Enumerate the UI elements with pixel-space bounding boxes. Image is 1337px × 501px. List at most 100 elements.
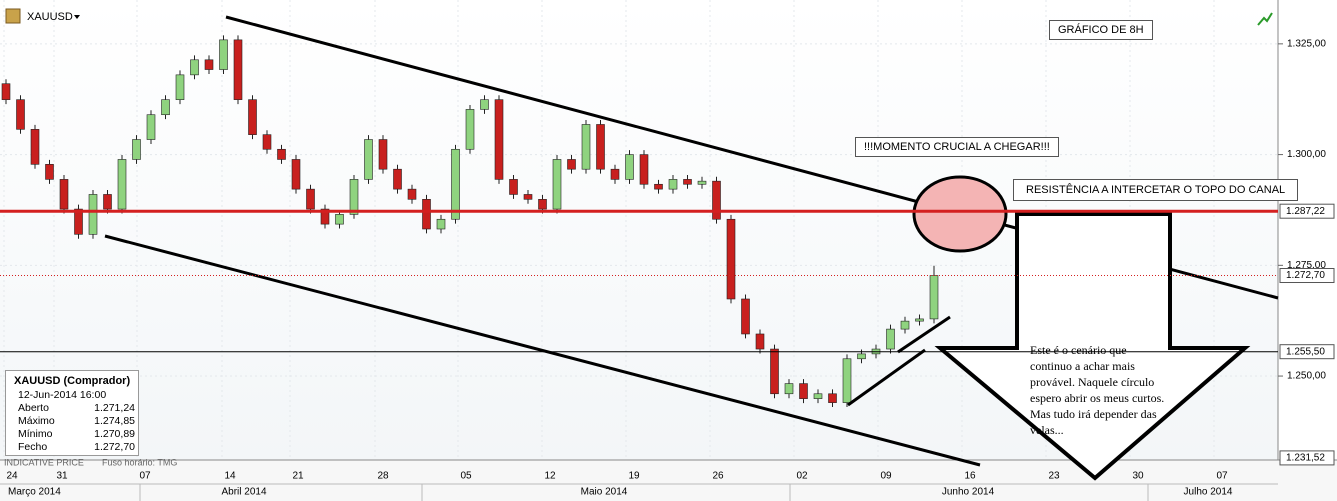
info-value: 1.274,85 (94, 415, 135, 427)
x-tick-label: 19 (628, 471, 640, 482)
candle-body (146, 114, 156, 140)
annotation: GRÁFICO DE 8H (1049, 20, 1153, 40)
info-value: 1.272,70 (94, 441, 135, 453)
candle-body (393, 168, 402, 190)
candle-body (900, 320, 910, 330)
x-tick-label: 16 (964, 471, 976, 482)
candle-body (335, 214, 344, 225)
candle-body (538, 199, 547, 210)
candle-body (915, 318, 924, 322)
month-label: Junho 2014 (942, 487, 995, 498)
footer-label: INDICATIVE PRICE (4, 457, 84, 467)
candle-body (451, 148, 460, 220)
trend-line (897, 315, 951, 354)
price-label-box (1279, 203, 1335, 219)
candle-body (755, 333, 765, 350)
info-value: 1.270,89 (94, 428, 135, 440)
candle-body (842, 358, 852, 403)
candle-body (320, 208, 330, 225)
annotation: !!!MOMENTO CRUCIAL A CHEGAR!!! (855, 137, 1059, 157)
x-tick-label: 24 (6, 471, 18, 482)
dropdown-arrow[interactable] (74, 15, 80, 19)
info-box: XAUUSD (Comprador) 12-Jun-2014 16:00 Abe… (5, 370, 139, 456)
candle-body (175, 74, 185, 100)
candle-body (494, 99, 504, 180)
annotation: RESISTÊNCIA A INTERCETAR O TOPO DO CANAL (1013, 179, 1299, 201)
candle-body (349, 179, 359, 215)
candle-body (306, 188, 315, 210)
trend-line (847, 348, 926, 407)
candle-body (190, 59, 199, 76)
target-circle (912, 175, 1008, 253)
status-icon (1257, 12, 1273, 26)
candle-body (552, 159, 562, 210)
x-tick-label: 30 (1132, 471, 1144, 482)
x-tick-label: 09 (880, 471, 892, 482)
month-label: Maio 2014 (581, 487, 628, 498)
month-label: Março 2014 (8, 487, 61, 498)
candle-body (668, 179, 678, 190)
symbol[interactable]: XAUUSD (27, 11, 73, 23)
candle-body (683, 179, 692, 185)
candle-body (364, 139, 373, 180)
x-tick-label: 07 (1216, 471, 1228, 482)
x-tick-label: 23 (1048, 471, 1060, 482)
candle-body (523, 194, 533, 200)
candle-body (610, 168, 620, 180)
info-label: Máximo (18, 415, 55, 427)
candle-body (770, 348, 779, 395)
candle-body (639, 154, 649, 185)
time-axis-background (0, 460, 1337, 501)
candle-body (1, 83, 11, 100)
info-label: Fecho (18, 441, 48, 453)
candle-body (726, 218, 736, 300)
candle-body (103, 194, 112, 210)
candle-body (813, 393, 823, 399)
candle-body (697, 180, 707, 185)
candle-body (929, 275, 939, 320)
down-arrow (934, 212, 1251, 481)
annotation-text: Este é o cenário que continuo a achar ma… (1030, 343, 1165, 437)
price-label: 1.272,70 (1286, 270, 1325, 281)
x-tick-label: 14 (224, 471, 236, 482)
y-tick-label: 1.325,00 (1287, 38, 1326, 49)
candle-body (132, 139, 141, 160)
channel-bottom (104, 234, 981, 467)
candle-body (886, 328, 895, 350)
y-tick-label: 1.275,00 (1287, 260, 1326, 271)
candle-body (581, 124, 591, 170)
candle-body (233, 39, 243, 100)
info-label: Aberto (18, 402, 49, 414)
candle-body (30, 129, 40, 165)
x-tick-label: 12 (544, 471, 556, 482)
candle-body (480, 99, 489, 110)
info-label: Mínimo (18, 428, 53, 440)
info-title: XAUUSD (Comprador) (14, 375, 131, 387)
candle-body (161, 99, 170, 116)
candle-body (828, 393, 837, 403)
info-value: 1.271,24 (94, 402, 135, 414)
candle-body (465, 109, 475, 150)
price-label-box (1279, 450, 1335, 466)
x-tick-label: 02 (796, 471, 808, 482)
candle-body (291, 159, 301, 190)
price-label: 1.231,52 (1286, 453, 1325, 464)
candle-body (712, 180, 721, 220)
month-label: Julho 2014 (1184, 487, 1233, 498)
x-tick-label: 26 (712, 471, 724, 482)
price-label: 1.287,22 (1286, 206, 1325, 217)
candle-body (436, 218, 446, 230)
price-label-box (1279, 344, 1335, 360)
candle-body (248, 99, 257, 135)
candle-body (262, 134, 272, 150)
candle-body (596, 124, 605, 170)
candle-body (741, 298, 750, 335)
candle-body (277, 148, 286, 160)
candle-body (654, 183, 663, 190)
candle-body (857, 353, 866, 360)
price-label-box (1279, 268, 1335, 284)
x-tick-label: 05 (460, 471, 472, 482)
x-tick-label: 21 (292, 471, 304, 482)
price-axis-background (1278, 0, 1337, 501)
